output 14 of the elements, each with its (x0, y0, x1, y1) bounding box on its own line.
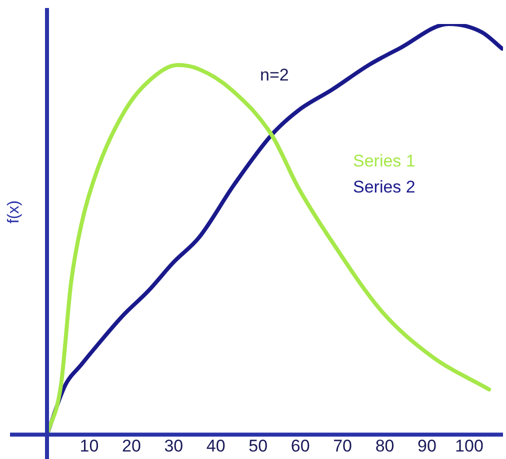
text: Series 2 (353, 178, 416, 197)
x-tick-label: 30 (164, 436, 184, 456)
x-tick-label: 90 (418, 436, 436, 456)
annotation: n=2 (260, 66, 289, 85)
y-axis-title: f(x) (5, 200, 22, 224)
x-tick-label: 10 (80, 436, 99, 456)
x-tick-label: 40 (206, 436, 226, 456)
x-tick-label: 100 (455, 436, 484, 456)
text: Series 1 (353, 152, 416, 171)
x-tick-label: 80 (375, 436, 394, 456)
x-tick-label: 20 (122, 436, 141, 456)
x-tick-label: 50 (248, 436, 268, 456)
x-tick-label: 70 (333, 436, 352, 456)
x-tick-label: 60 (290, 436, 310, 456)
